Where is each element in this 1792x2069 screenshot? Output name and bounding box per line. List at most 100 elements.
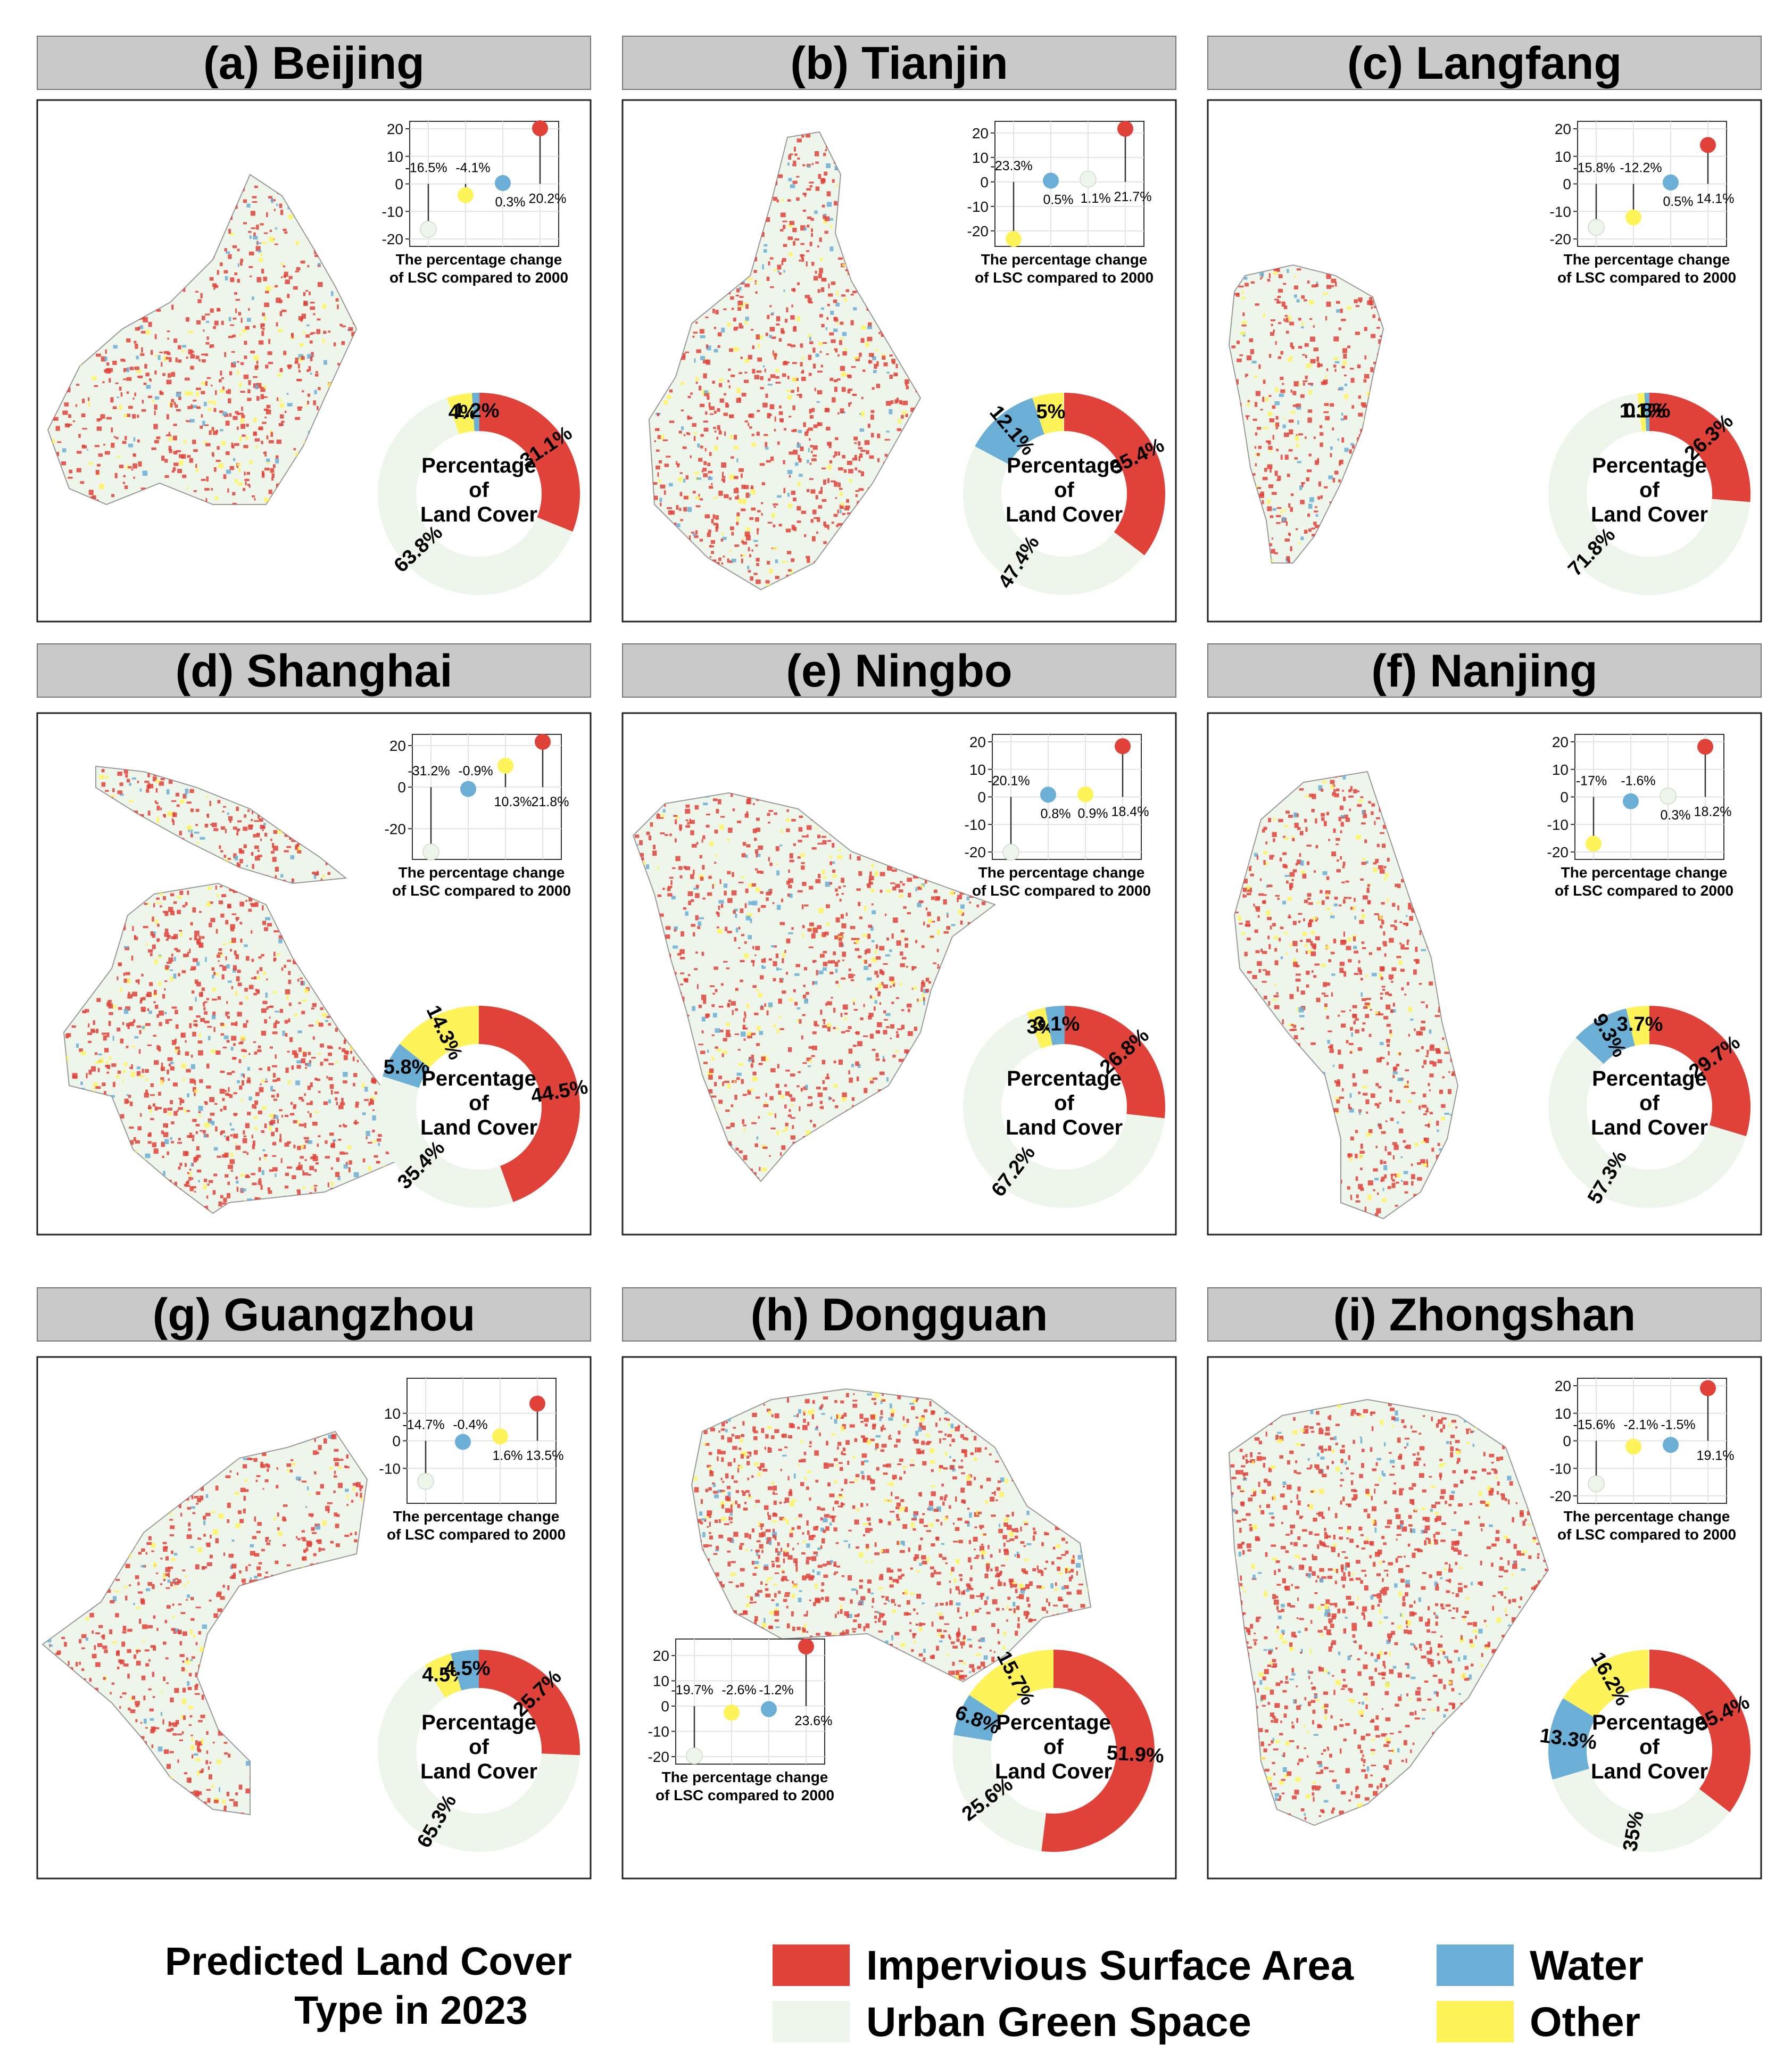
donut-center-text: of [469, 478, 489, 502]
map-pixel [1355, 305, 1360, 308]
map-pixel [67, 1033, 71, 1037]
map-pixel [168, 1063, 171, 1066]
map-pixel [209, 345, 211, 349]
map-pixel [140, 325, 143, 329]
map-pixel [764, 434, 768, 436]
map-pixel [1242, 321, 1247, 324]
map-pixel [170, 1062, 174, 1064]
map-pixel [201, 353, 206, 355]
map-pixel [175, 404, 178, 408]
map-pixel [342, 325, 346, 327]
map-pixel [339, 324, 343, 326]
map-pixel [836, 524, 839, 527]
map-pixel [298, 1162, 301, 1165]
map-pixel [787, 395, 792, 400]
map-pixel [170, 1100, 173, 1104]
map-pixel [226, 964, 230, 969]
map-pixel [804, 432, 808, 436]
map-pixel [264, 451, 267, 457]
map-pixel [307, 354, 312, 359]
map-pixel [272, 1167, 278, 1172]
map-pixel [261, 1008, 267, 1013]
map-pixel [262, 327, 265, 330]
map-pixel [266, 458, 270, 462]
map-pixel [782, 220, 787, 222]
map-pixel [867, 326, 872, 329]
map-pixel [316, 329, 321, 334]
map-pixel [368, 1141, 372, 1144]
map-pixel [268, 1125, 272, 1131]
map-pixel [1342, 360, 1347, 366]
map-pixel [870, 410, 875, 413]
map-pixel [152, 916, 154, 922]
map-pixel [201, 987, 205, 991]
map-pixel [232, 245, 237, 249]
map-pixel [1262, 500, 1264, 504]
map-pixel [348, 1167, 351, 1173]
map-pixel [76, 468, 81, 473]
map-pixel [1250, 281, 1255, 284]
map-pixel [247, 318, 251, 322]
map-pixel [328, 1053, 332, 1056]
map-pixel [88, 401, 90, 407]
map-pixel [81, 413, 86, 418]
map-pixel [700, 434, 704, 437]
map-pixel [227, 1015, 230, 1019]
map-pixel [1288, 316, 1291, 321]
map-pixel [1298, 318, 1301, 321]
map-pixel [211, 967, 215, 971]
map-pixel [835, 350, 838, 353]
map-pixel [1284, 315, 1288, 317]
map-pixel [1360, 402, 1366, 406]
map-pixel [213, 1027, 215, 1032]
map-pixel [835, 497, 837, 499]
map-pixel [139, 1030, 142, 1034]
map-region [1228, 264, 1384, 564]
map-pixel [1331, 278, 1337, 283]
map-pixel [793, 241, 795, 246]
map-pixel [197, 841, 200, 844]
map-pixel [1290, 389, 1292, 393]
map-pixel [783, 487, 786, 493]
map-pixel [709, 407, 711, 410]
map-pixel [274, 243, 278, 245]
map-pixel [804, 534, 807, 537]
map-pixel [132, 453, 135, 456]
map-pixel [196, 982, 201, 987]
map-pixel [230, 1022, 236, 1026]
map-pixel [289, 1113, 295, 1116]
lollipop-point-other [1625, 209, 1641, 226]
map-pixel [830, 310, 834, 315]
map-pixel [307, 1086, 311, 1090]
map-pixel [145, 1023, 151, 1026]
map-pixel [313, 400, 316, 405]
map-pixel [126, 1100, 130, 1103]
map-pixel [713, 496, 718, 499]
map-pixel [790, 569, 793, 575]
map-pixel [1236, 293, 1240, 297]
map-pixel [226, 469, 231, 474]
map-pixel [823, 214, 826, 219]
map-pixel [770, 456, 774, 461]
map-pixel [185, 788, 189, 794]
map-pixel [230, 1134, 233, 1137]
map-pixel [146, 385, 151, 389]
map-pixel [1251, 360, 1257, 363]
map-pixel [826, 202, 832, 207]
map-pixel [747, 566, 750, 569]
map-pixel [259, 1157, 261, 1161]
map-pixel [171, 953, 173, 957]
map-pixel [113, 345, 118, 349]
map-pixel [168, 965, 170, 968]
map-pixel [154, 404, 157, 410]
map-pixel [318, 263, 321, 266]
map-pixel [240, 424, 245, 429]
map-pixel [771, 312, 774, 315]
map-pixel [90, 1028, 95, 1032]
map-pixel [196, 392, 199, 397]
map-pixel [1323, 293, 1328, 295]
map-pixel [231, 1071, 235, 1073]
map-pixel [765, 393, 768, 398]
map-pixel [748, 423, 750, 426]
map-pixel [362, 1112, 366, 1115]
